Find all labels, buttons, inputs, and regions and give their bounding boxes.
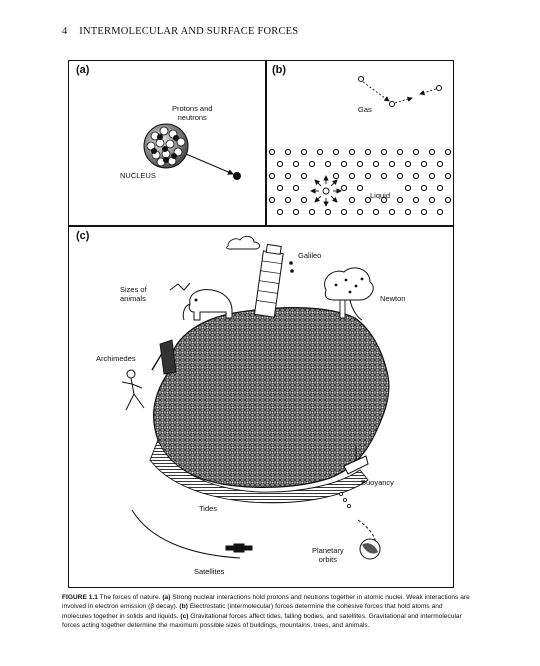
liquid-molecule bbox=[445, 197, 450, 202]
liquid-molecule bbox=[421, 161, 426, 166]
liquid-molecule bbox=[333, 149, 338, 154]
liquid-molecule bbox=[349, 149, 354, 154]
liquid-molecule bbox=[293, 185, 298, 190]
liquid-molecule bbox=[349, 173, 354, 178]
liquid-molecule bbox=[405, 161, 410, 166]
liquid-molecule bbox=[293, 209, 298, 214]
planetary-orbits-label: Planetary orbits bbox=[312, 546, 344, 564]
liquid-molecule bbox=[301, 197, 306, 202]
tides-label: Tides bbox=[199, 504, 217, 513]
earth-globe bbox=[154, 308, 389, 488]
satellite-icon bbox=[226, 544, 252, 552]
liquid-molecule bbox=[341, 185, 346, 190]
gas-label: Gas bbox=[358, 105, 372, 114]
planet-icon bbox=[360, 539, 380, 559]
liquid-molecule bbox=[413, 149, 418, 154]
liquid-molecule bbox=[437, 185, 442, 190]
liquid-molecule bbox=[429, 173, 434, 178]
liquid-molecule bbox=[357, 209, 362, 214]
liquid-molecule bbox=[437, 161, 442, 166]
liquid-molecule bbox=[301, 173, 306, 178]
liquid-molecule bbox=[445, 173, 450, 178]
liquid-molecule bbox=[397, 197, 402, 202]
liquid-molecule bbox=[341, 161, 346, 166]
liquid-molecule bbox=[429, 149, 434, 154]
liquid-molecule bbox=[269, 173, 274, 178]
liquid-molecule bbox=[397, 149, 402, 154]
satellites-label: Satellites bbox=[194, 567, 224, 576]
liquid-molecule bbox=[397, 173, 402, 178]
orbit-path bbox=[132, 510, 240, 558]
liquid-molecule bbox=[357, 161, 362, 166]
liquid-molecule bbox=[333, 173, 338, 178]
liquid-molecule bbox=[357, 185, 362, 190]
leaning-tower bbox=[254, 244, 284, 317]
liquid-molecules bbox=[269, 149, 450, 214]
liquid-molecule bbox=[413, 197, 418, 202]
liquid-molecule bbox=[445, 149, 450, 154]
liquid-molecule bbox=[309, 161, 314, 166]
cohesion-center bbox=[311, 176, 341, 206]
newton-label: Newton bbox=[380, 294, 405, 303]
liquid-molecule bbox=[437, 209, 442, 214]
galileo-label: Galileo bbox=[298, 251, 321, 260]
panel-b-label: (b) bbox=[272, 64, 286, 76]
protons-label: Protons and neutrons bbox=[172, 104, 212, 122]
panel-c-label: (c) bbox=[76, 230, 89, 242]
liquid-label: Liquid bbox=[370, 191, 390, 200]
liquid-molecule bbox=[405, 185, 410, 190]
liquid-molecule bbox=[277, 185, 282, 190]
bird-icon bbox=[170, 283, 190, 290]
emission-arrow bbox=[186, 154, 233, 174]
liquid-molecule bbox=[421, 209, 426, 214]
caption-figure-label: FIGURE 1.1 bbox=[62, 594, 98, 601]
liquid-molecule bbox=[405, 209, 410, 214]
liquid-molecule bbox=[413, 173, 418, 178]
liquid-molecule bbox=[269, 197, 274, 202]
liquid-molecule bbox=[277, 161, 282, 166]
liquid-molecule bbox=[293, 161, 298, 166]
liquid-molecule bbox=[373, 209, 378, 214]
liquid-molecule bbox=[381, 149, 386, 154]
gas-molecules bbox=[359, 77, 442, 107]
figure-caption: FIGURE 1.1 The forces of nature. (a) Str… bbox=[62, 593, 474, 630]
liquid-molecule bbox=[365, 173, 370, 178]
archimedes-label: Archimedes bbox=[96, 354, 136, 363]
liquid-molecule bbox=[373, 161, 378, 166]
liquid-molecule bbox=[325, 161, 330, 166]
liquid-molecule bbox=[301, 149, 306, 154]
nucleus-label: NUCLEUS bbox=[120, 171, 156, 180]
liquid-molecule bbox=[429, 197, 434, 202]
liquid-molecule bbox=[285, 149, 290, 154]
liquid-molecule bbox=[277, 209, 282, 214]
liquid-molecule bbox=[269, 149, 274, 154]
nucleus-cluster bbox=[144, 124, 188, 168]
liquid-molecule bbox=[285, 173, 290, 178]
sizes-of-animals-label: Sizes of animals bbox=[120, 285, 147, 303]
liquid-molecule bbox=[285, 197, 290, 202]
panel-a-label: (a) bbox=[76, 64, 89, 76]
liquid-molecule bbox=[349, 197, 354, 202]
emitted-particle bbox=[233, 172, 241, 180]
liquid-molecule bbox=[381, 173, 386, 178]
liquid-molecule bbox=[421, 185, 426, 190]
liquid-molecule bbox=[341, 209, 346, 214]
liquid-molecule bbox=[389, 161, 394, 166]
liquid-molecule bbox=[325, 209, 330, 214]
liquid-molecule bbox=[309, 209, 314, 214]
buoyancy-label: Buoyancy bbox=[361, 478, 394, 487]
liquid-molecule bbox=[365, 149, 370, 154]
liquid-molecule bbox=[317, 149, 322, 154]
liquid-molecule bbox=[389, 209, 394, 214]
